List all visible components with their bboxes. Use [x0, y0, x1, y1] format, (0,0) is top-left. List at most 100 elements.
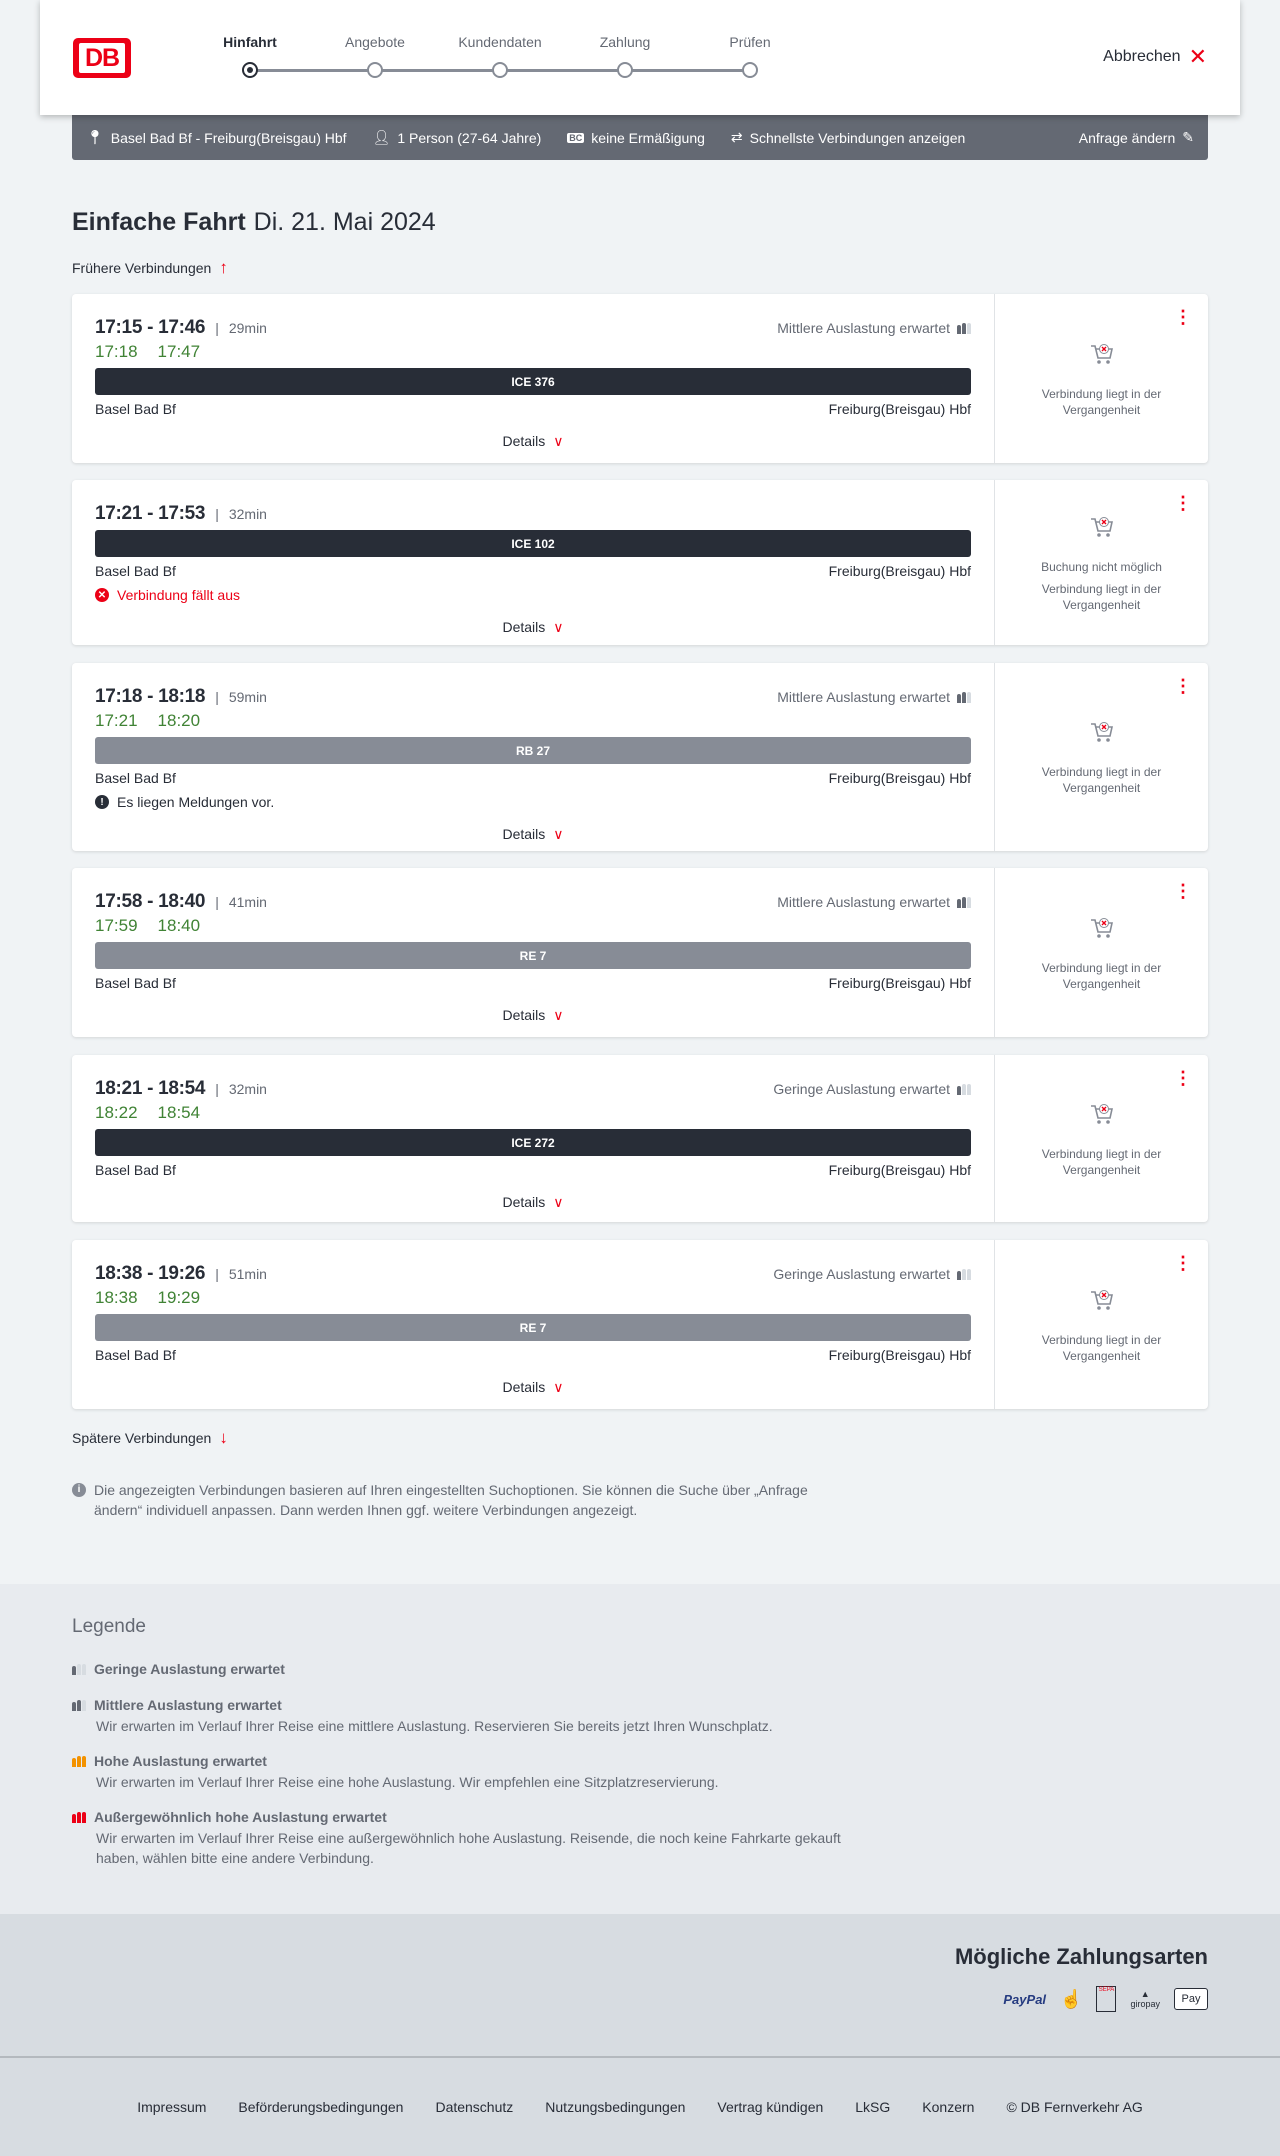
db-logo[interactable]: DB	[73, 38, 131, 78]
booking-panel: ⋮ Verbindung liegt in der Vergangenheit	[994, 294, 1208, 463]
train-bar[interactable]: ICE 376	[95, 368, 971, 395]
details-toggle[interactable]: Details ∨	[502, 1193, 564, 1211]
location-pin-icon: 📍︎	[86, 129, 104, 145]
schedule-time: 17:18 - 18:18	[95, 686, 206, 707]
realtime-times: 17:21 18:20	[95, 711, 201, 730]
step-1: Angebote	[315, 34, 435, 78]
train-bar[interactable]: ICE 102	[95, 530, 971, 557]
more-options-icon[interactable]: ⋮	[1174, 307, 1192, 327]
connection-info: 18:21 - 18:54 | 32min Geringe Auslastung e…	[72, 1055, 994, 1222]
booking-panel: ⋮ Verbindung liegt in der Vergangenheit	[994, 1055, 1208, 1222]
more-options-icon[interactable]: ⋮	[1174, 493, 1192, 513]
connection-info: 17:21 - 17:53 | 32min ICE 102 Basel Bad Bf…	[72, 480, 994, 645]
footer-link[interactable]: LkSG	[855, 2099, 891, 2115]
details-toggle[interactable]: Details ∨	[502, 825, 564, 843]
footer-link[interactable]: Konzern	[922, 2099, 975, 2115]
booking-status: Verbindung liegt in der Vergangenheit	[1041, 960, 1162, 991]
connection-card[interactable]: 18:21 - 18:54 | 32min Geringe Auslastung e…	[72, 1055, 1208, 1222]
realtime-times: 18:38 19:29	[95, 1288, 201, 1307]
details-toggle[interactable]: Details ∨	[502, 1378, 564, 1396]
arrow-up-icon: ↑	[219, 258, 228, 277]
connection-card[interactable]: 17:15 - 17:46 | 29min Mittlere Auslastung …	[72, 294, 1208, 463]
apple-pay-icon: Pay	[1174, 1988, 1208, 2010]
divider: |	[215, 689, 219, 705]
occupancy-icon	[72, 1663, 86, 1675]
occupancy-icon	[957, 322, 971, 334]
departure-station: Basel Bad Bf	[95, 975, 176, 991]
footer-link[interactable]: Nutzungsbedingungen	[545, 2099, 686, 2115]
earlier-connections-link[interactable]: Frühere Verbindungen ↑	[72, 258, 228, 277]
divider: |	[215, 894, 219, 910]
arrival-station: Freiburg(Breisgau) Hbf	[828, 563, 971, 579]
discount-summary: BC keine Ermäßigung	[567, 129, 705, 146]
details-toggle[interactable]: Details ∨	[502, 432, 564, 450]
booking-panel: ⋮ Verbindung liegt in der Vergangenheit	[994, 868, 1208, 1037]
chevron-down-icon: ∨	[553, 825, 564, 842]
later-connections-link[interactable]: Spätere Verbindungen ↓	[72, 1428, 228, 1447]
change-request-button[interactable]: Anfrage ändern ✎	[1078, 129, 1194, 146]
bahncard-icon: BC	[567, 132, 585, 143]
connection-card[interactable]: 17:18 - 18:18 | 59min Mittlere Auslastung …	[72, 663, 1208, 851]
occupancy-label: Geringe Auslastung erwartet	[773, 1081, 971, 1097]
footer-link[interactable]: Impressum	[137, 2099, 207, 2115]
giropay-building-icon: ▲	[1140, 1989, 1150, 1999]
train-bar[interactable]: RE 7	[95, 1314, 971, 1341]
footer-link[interactable]: Beförderungsbedingungen	[238, 2099, 404, 2115]
schedule-time: 18:38 - 19:26	[95, 1263, 206, 1284]
details-toggle[interactable]: Details ∨	[502, 618, 564, 636]
footer-link[interactable]: © DB Fernverkehr AG	[1006, 2099, 1143, 2115]
arrow-down-icon: ↓	[219, 1428, 228, 1447]
booking-panel: ⋮ Verbindung liegt in der Vergangenheit	[994, 1240, 1208, 1409]
connection-card[interactable]: 17:21 - 17:53 | 32min ICE 102 Basel Bad Bf…	[72, 480, 1208, 645]
info-icon: i	[72, 1483, 86, 1497]
arrival-station: Freiburg(Breisgau) Hbf	[828, 770, 971, 786]
cancel-button[interactable]: Abbrechen ✕	[1103, 44, 1207, 69]
footer-link[interactable]: Vertrag kündigen	[717, 2099, 824, 2115]
divider: |	[215, 320, 219, 336]
connection-card[interactable]: 18:38 - 19:26 | 51min Geringe Auslastung e…	[72, 1240, 1208, 1409]
more-options-icon[interactable]: ⋮	[1174, 1253, 1192, 1273]
close-icon: ✕	[1188, 44, 1207, 69]
duration: 51min	[228, 1266, 267, 1282]
schedule-time: 17:15 - 17:46	[95, 317, 206, 338]
departure-station: Basel Bad Bf	[95, 1347, 176, 1363]
occupancy-label: Mittlere Auslastung erwartet	[777, 689, 971, 705]
details-toggle[interactable]: Details ∨	[502, 1006, 564, 1024]
booking-status: Verbindung liegt in der Vergangenheit	[1041, 1146, 1162, 1177]
step-dot	[617, 62, 633, 78]
payment-section: Mögliche Zahlungsarten PayPal ☝ SEPA ▲ gi…	[0, 1914, 1280, 2058]
more-options-icon[interactable]: ⋮	[1174, 881, 1192, 901]
more-options-icon[interactable]: ⋮	[1174, 676, 1192, 696]
booking-status: Verbindung liegt in der Vergangenheit	[1041, 581, 1162, 612]
cart-unavailable-icon	[1090, 917, 1113, 938]
sepa-icon: SEPA	[1096, 1986, 1117, 2012]
cart-unavailable-icon	[1090, 1103, 1113, 1124]
chevron-down-icon: ∨	[553, 1378, 564, 1395]
occupancy-label: Mittlere Auslastung erwartet	[777, 894, 971, 910]
schedule-time: 17:21 - 17:53	[95, 503, 206, 524]
occupancy-icon	[957, 1268, 971, 1280]
fastest-option[interactable]: ⇄ Schnellste Verbindungen anzeigen	[730, 129, 966, 146]
step-dot	[492, 62, 508, 78]
payment-title: Mögliche Zahlungsarten	[954, 1944, 1208, 1969]
legend-item: Geringe Auslastung erwartet	[72, 1658, 1208, 1680]
departure-station: Basel Bad Bf	[95, 1162, 176, 1178]
duration: 32min	[228, 506, 267, 522]
departure-station: Basel Bad Bf	[95, 563, 176, 579]
booking-panel: ⋮ Buchung nicht möglich Verbindung liegt …	[994, 480, 1208, 645]
train-bar[interactable]: RB 27	[95, 737, 971, 764]
footer-link[interactable]: Datenschutz	[435, 2099, 514, 2115]
connection-info: 17:18 - 18:18 | 59min Mittlere Auslastung …	[72, 663, 994, 851]
person-icon: 👤︎	[372, 129, 391, 145]
connection-card[interactable]: 17:58 - 18:40 | 41min Mittlere Auslastung …	[72, 868, 1208, 1037]
train-bar[interactable]: RE 7	[95, 942, 971, 969]
duration: 41min	[228, 894, 267, 910]
train-bar[interactable]: ICE 272	[95, 1129, 971, 1156]
booking-status: Verbindung liegt in der Vergangenheit	[1041, 386, 1162, 417]
legend-item: Mittlere Auslastung erwartet Wir erwarten…	[72, 1694, 1208, 1736]
step-0: Hinfahrt	[190, 34, 310, 78]
more-options-icon[interactable]: ⋮	[1174, 1068, 1192, 1088]
occupancy-icon	[957, 1083, 971, 1095]
step-2: Kundendaten	[440, 34, 560, 78]
duration: 59min	[228, 689, 267, 705]
